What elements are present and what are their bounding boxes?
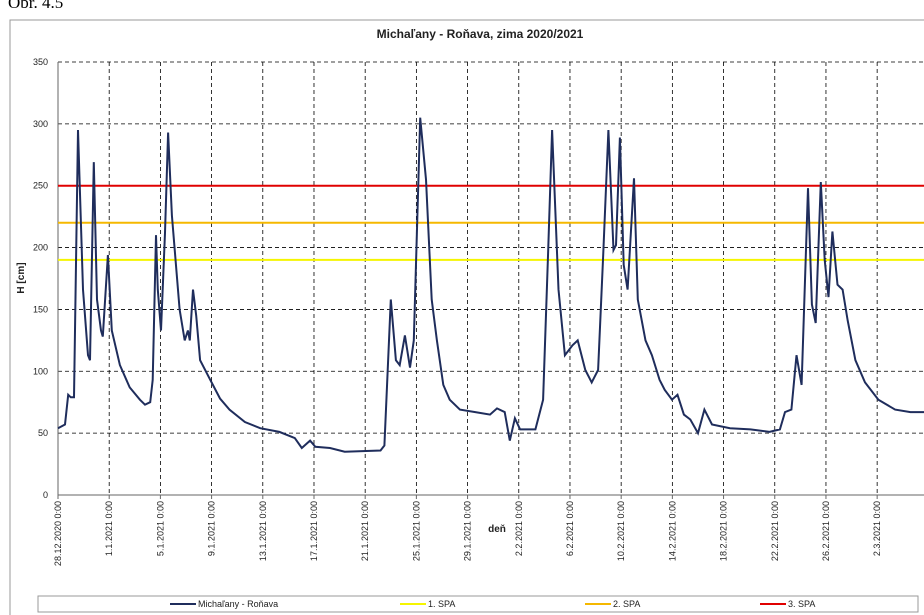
legend (37, 595, 919, 613)
x-tick-label: 25.1.2021 0:00 (411, 501, 421, 561)
x-tick-label: 9.1.2021 0:00 (207, 501, 217, 556)
x-tick-label: 6.2.2021 0:00 (565, 501, 575, 556)
legend-label: 3. SPA (788, 599, 815, 609)
chart-title: Michaľany - Roňava, zima 2020/2021 (377, 27, 584, 41)
y-tick-label: 300 (33, 119, 48, 129)
y-tick-label: 50 (38, 428, 48, 438)
x-tick-label: 5.1.2021 0:00 (155, 501, 165, 556)
x-tick-label: 18.2.2021 0:00 (719, 501, 729, 561)
y-tick-label: 200 (33, 243, 48, 253)
x-tick-label: 10.2.2021 0:00 (616, 501, 626, 561)
x-tick-label: 2.2.2021 0:00 (514, 501, 524, 556)
x-axis-label: deň (488, 524, 506, 535)
x-tick-label: 1.1.2021 0:00 (104, 501, 114, 556)
legend-label: Michaľany - Roňava (198, 599, 278, 609)
x-tick-label: 26.2.2021 0:00 (821, 501, 831, 561)
x-tick-label: 2.3.2021 0:00 (872, 501, 882, 556)
legend-label: 1. SPA (428, 599, 455, 609)
figure-label: Obr. 4.5 (8, 0, 63, 12)
x-tick-label: 17.1.2021 0:00 (309, 501, 319, 561)
legend-label: 2. SPA (613, 599, 640, 609)
y-tick-label: 150 (33, 304, 48, 314)
y-tick-label: 350 (33, 57, 48, 67)
y-axis-label: H [cm] (16, 262, 27, 293)
y-tick-label: 250 (33, 181, 48, 191)
x-tick-label: 28.12.2020 0:00 (53, 501, 63, 566)
y-tick-label: 100 (33, 366, 48, 376)
x-tick-label: 14.2.2021 0:00 (667, 501, 677, 561)
data-line (57, 117, 924, 453)
y-tick-label: 0 (43, 490, 48, 500)
x-tick-label: 29.1.2021 0:00 (463, 501, 473, 561)
x-tick-label: 21.1.2021 0:00 (360, 501, 370, 561)
x-tick-label: 22.2.2021 0:00 (770, 501, 780, 561)
x-tick-label: 13.1.2021 0:00 (258, 501, 268, 561)
